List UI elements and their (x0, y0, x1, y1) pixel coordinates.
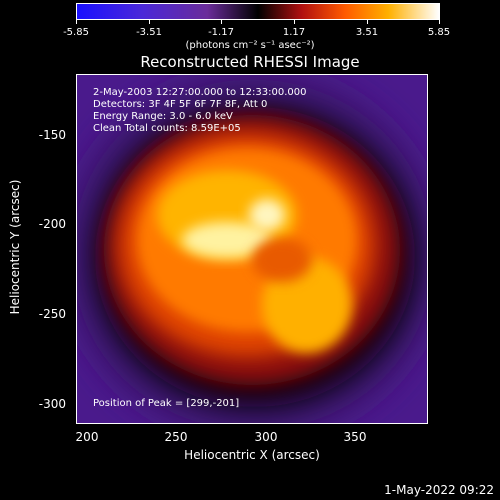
plot-title: Reconstructed RHESSI Image (0, 53, 500, 71)
plot-timestamp: 1-May-2022 09:22 (384, 483, 494, 497)
x-tick-label: 200 (76, 430, 99, 444)
colorbar-tick-mark (439, 20, 440, 24)
colorbar-tick-mark (149, 20, 150, 24)
observation-time: 2-May-2003 12:27:00.000 to 12:33:00.000 (93, 87, 306, 99)
x-tick-label: 300 (255, 430, 278, 444)
colorbar-tick-mark (76, 20, 77, 24)
colorbar-tick-label: 1.17 (283, 27, 305, 38)
colorbar-tick-mark (221, 20, 222, 24)
y-tick-label: -300 (39, 397, 66, 411)
x-tick-label: 350 (344, 430, 367, 444)
x-axis-label: Heliocentric X (arcsec) (76, 448, 428, 462)
colorbar-tick-mark (294, 20, 295, 24)
clean-counts-info: Clean Total counts: 8.59E+05 (93, 123, 241, 135)
colorbar-units: (photons cm⁻² s⁻¹ asec⁻²) (0, 40, 500, 51)
colorbar-tick-mark (367, 20, 368, 24)
detectors-info: Detectors: 3F 4F 5F 6F 7F 8F, Att 0 (93, 99, 267, 111)
energy-range-info: Energy Range: 3.0 - 6.0 keV (93, 111, 233, 123)
y-tick-label: -200 (39, 217, 66, 231)
colorbar-tick-label: -3.51 (136, 27, 162, 38)
colorbar-tick-label: -5.85 (63, 27, 89, 38)
peak-position: Position of Peak = [299,-201] (93, 398, 239, 410)
y-tick-label: -250 (39, 307, 66, 321)
colorbar (76, 3, 440, 20)
colorbar-tick-label: 5.85 (428, 27, 450, 38)
colorbar-tick-label: -1.17 (208, 27, 234, 38)
colorbar-tick-label: 3.51 (356, 27, 378, 38)
y-axis-label: Heliocentric Y (arcsec) (8, 172, 22, 322)
y-tick-label: -150 (39, 128, 66, 142)
x-tick-label: 250 (165, 430, 188, 444)
